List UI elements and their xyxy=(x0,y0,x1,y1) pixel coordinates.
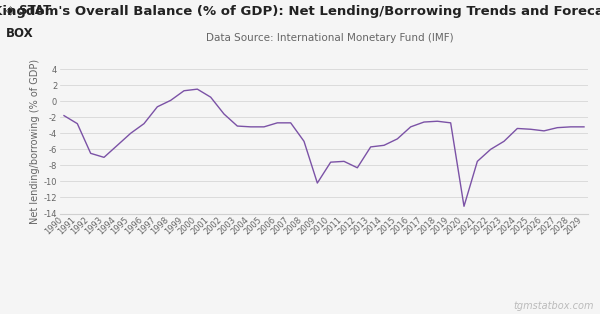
Y-axis label: Net lending/borrowing (% of GDP): Net lending/borrowing (% of GDP) xyxy=(29,59,40,224)
Text: tgmstatbox.com: tgmstatbox.com xyxy=(514,301,594,311)
Text: BOX: BOX xyxy=(6,27,34,40)
Text: Data Source: International Monetary Fund (IMF): Data Source: International Monetary Fund… xyxy=(206,33,454,43)
Text: ◈ STAT: ◈ STAT xyxy=(6,3,51,16)
Text: United Kingdom's Overall Balance (% of GDP): Net Lending/Borrowing Trends and Fo: United Kingdom's Overall Balance (% of G… xyxy=(0,5,600,18)
